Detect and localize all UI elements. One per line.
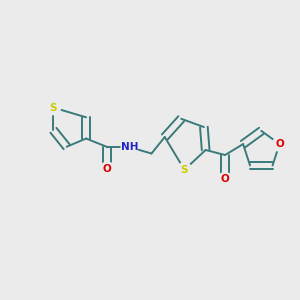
Text: NH: NH <box>121 142 138 152</box>
Text: S: S <box>181 165 188 175</box>
Text: O: O <box>275 139 284 149</box>
Circle shape <box>121 139 138 155</box>
Text: S: S <box>50 103 57 112</box>
Circle shape <box>100 162 114 176</box>
Circle shape <box>46 100 61 115</box>
Text: O: O <box>103 164 112 174</box>
Circle shape <box>177 163 191 177</box>
Circle shape <box>218 172 232 187</box>
Text: O: O <box>221 174 230 184</box>
Circle shape <box>272 137 286 151</box>
